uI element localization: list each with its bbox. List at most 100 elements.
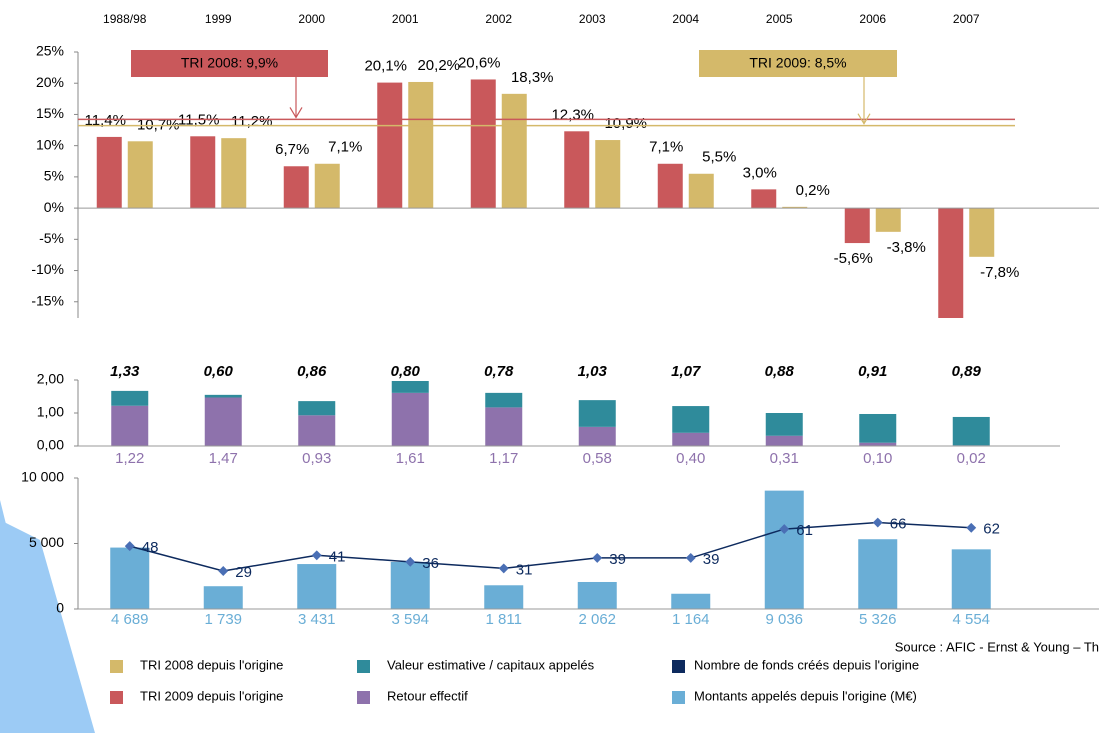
annotation: TRI 2009: 8,5% bbox=[749, 55, 846, 71]
data-label: 3 594 bbox=[391, 611, 429, 628]
data-label: 0,93 bbox=[302, 450, 331, 467]
data-label: 12,3% bbox=[551, 106, 594, 123]
legend-label: Retour effectif bbox=[387, 688, 468, 703]
y-tick-label: 2,00 bbox=[37, 371, 64, 387]
bar bbox=[657, 163, 683, 209]
bar bbox=[298, 401, 336, 416]
y-tick-label: 0 bbox=[56, 600, 64, 616]
bar bbox=[390, 561, 430, 609]
data-label: 1,47 bbox=[209, 450, 238, 467]
data-label: 1,22 bbox=[115, 450, 144, 467]
bar bbox=[203, 586, 243, 609]
y-tick-label: -15% bbox=[31, 292, 64, 308]
line bbox=[129, 521, 972, 572]
data-label: 66 bbox=[890, 516, 907, 533]
data-label: 0,10 bbox=[863, 450, 892, 467]
bar bbox=[377, 82, 403, 209]
legend-swatch bbox=[672, 691, 685, 704]
bar bbox=[595, 140, 621, 209]
x-tick-label: 1988/98 bbox=[103, 12, 147, 26]
bar bbox=[391, 380, 429, 393]
top-label: 0,88 bbox=[765, 363, 795, 380]
annotation: TRI 2008: 9,9% bbox=[181, 55, 278, 71]
data-label: 1 164 bbox=[672, 611, 710, 628]
data-label: 3 431 bbox=[298, 611, 336, 628]
bar bbox=[314, 163, 340, 209]
bar bbox=[204, 394, 242, 398]
top-label: 0,86 bbox=[297, 363, 327, 380]
data-label: 20,1% bbox=[364, 58, 407, 75]
bar bbox=[578, 426, 616, 446]
x-tick-label: 2001 bbox=[392, 12, 419, 26]
decoration bbox=[0, 520, 95, 733]
bar bbox=[283, 166, 309, 209]
y-tick-label: 5 000 bbox=[29, 534, 64, 550]
data-label: 0,58 bbox=[583, 450, 612, 467]
data-label: 5 326 bbox=[859, 611, 897, 628]
data-label: 10,9% bbox=[604, 115, 647, 132]
data-label: 41 bbox=[329, 548, 346, 565]
bar bbox=[951, 549, 991, 609]
legend-swatch bbox=[357, 660, 370, 673]
y-tick-label: 10 000 bbox=[21, 469, 64, 485]
legend-label: Nombre de fonds créés depuis l'origine bbox=[694, 657, 919, 672]
data-label: 1,17 bbox=[489, 450, 518, 467]
data-label: 11,2% bbox=[231, 113, 272, 130]
legend-label: Montants appelés depuis l'origine (M€) bbox=[694, 688, 917, 703]
data-label: 61 bbox=[796, 522, 813, 539]
bar bbox=[111, 405, 149, 446]
top-label: 0,80 bbox=[391, 363, 421, 380]
bar bbox=[844, 208, 870, 244]
point bbox=[685, 552, 696, 563]
point bbox=[311, 550, 322, 561]
data-label: 39 bbox=[703, 551, 720, 568]
bar bbox=[751, 189, 777, 209]
x-tick-label: 2002 bbox=[485, 12, 512, 26]
bar bbox=[578, 400, 616, 427]
x-tick-label: 2000 bbox=[298, 12, 325, 26]
y-tick-label: 15% bbox=[36, 105, 64, 121]
bar bbox=[501, 93, 527, 209]
data-label: 9 036 bbox=[765, 611, 803, 628]
data-label: -5,6% bbox=[834, 250, 873, 267]
source: Source : AFIC - Ernst & Young – Th bbox=[895, 639, 1099, 654]
bar bbox=[484, 585, 524, 609]
x-tick-label: 2004 bbox=[672, 12, 699, 26]
bar bbox=[485, 392, 523, 408]
top-label: 0,89 bbox=[952, 363, 982, 380]
data-label: 0,40 bbox=[676, 450, 705, 467]
annotation-arrowhead bbox=[289, 107, 303, 119]
top-label: 0,60 bbox=[204, 363, 234, 380]
legend-swatch bbox=[357, 691, 370, 704]
legend-swatch bbox=[110, 660, 123, 673]
data-label: 0,2% bbox=[796, 182, 830, 199]
data-label: 10,7% bbox=[137, 116, 180, 133]
bar bbox=[952, 416, 990, 446]
point bbox=[124, 541, 135, 552]
y-tick-label: -10% bbox=[31, 261, 64, 277]
bar bbox=[938, 208, 964, 318]
point bbox=[405, 556, 416, 567]
data-label: 20,6% bbox=[458, 54, 501, 71]
data-label: 20,2% bbox=[417, 57, 460, 74]
data-label: 1,61 bbox=[396, 450, 425, 467]
bar bbox=[765, 435, 803, 446]
y-tick-label: 0,00 bbox=[37, 437, 64, 453]
annotation-box bbox=[131, 50, 328, 77]
bar bbox=[190, 136, 216, 209]
point bbox=[498, 563, 509, 574]
bar bbox=[470, 79, 496, 209]
bar bbox=[110, 547, 150, 609]
y-tick-label: 25% bbox=[36, 43, 64, 59]
top-label: 1,03 bbox=[578, 363, 608, 380]
bar bbox=[111, 390, 149, 406]
y-tick-label: 1,00 bbox=[37, 404, 64, 420]
top-label: 1,33 bbox=[110, 363, 140, 380]
data-label: 39 bbox=[609, 551, 626, 568]
y-tick-label: 5% bbox=[44, 168, 64, 184]
legend-swatch bbox=[110, 691, 123, 704]
top-label: 0,78 bbox=[484, 363, 514, 380]
data-label: 5,5% bbox=[702, 149, 736, 166]
data-label: 62 bbox=[983, 521, 1000, 538]
